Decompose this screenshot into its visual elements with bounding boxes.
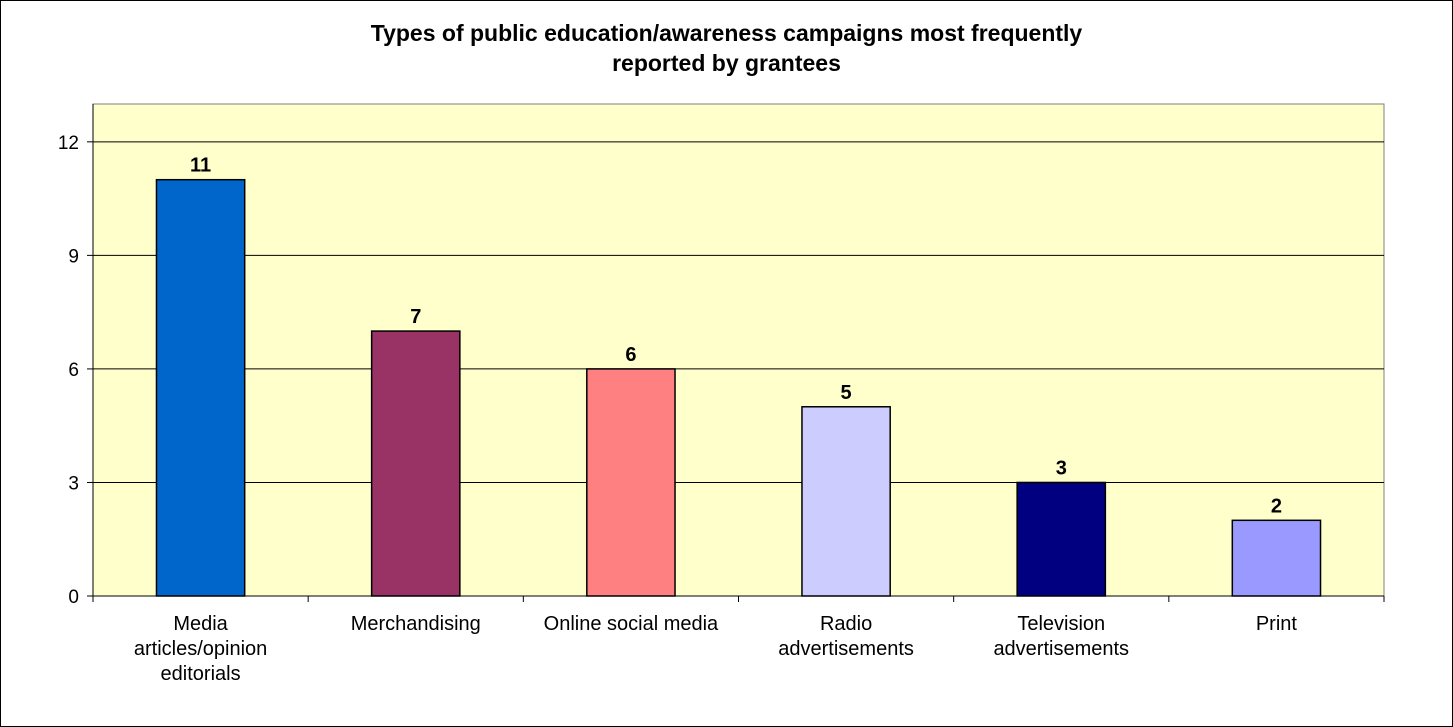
x-tick-label: Print [1256,613,1298,635]
plot-area [92,103,1385,597]
y-tick-label: 12 [58,133,79,154]
x-tick-label: advertisements [778,638,914,660]
y-tick-label: 0 [68,587,79,608]
x-tick-label: Online social media [544,613,719,635]
bar [586,368,676,597]
x-tick-label: articles/opinion [134,638,267,660]
y-tick-label: 9 [68,246,79,267]
bar [801,406,891,597]
x-tick-label: Television [1017,613,1105,635]
data-label: 2 [1271,495,1282,517]
data-label: 5 [841,382,852,404]
bar [1016,481,1107,597]
bar [1231,519,1322,597]
y-tick-label: 6 [68,360,79,381]
chart-title: Types of public education/awareness camp… [0,18,1453,78]
chart-title-line-2: reported by grantees [612,50,841,76]
x-tick-label: Media [173,613,228,635]
bar [155,178,246,597]
bar [370,330,461,597]
x-tick-label: editorials [161,663,241,685]
x-tick-label: Radio [820,613,872,635]
x-tick-label: Merchandising [351,613,481,635]
data-label: 11 [190,155,211,177]
x-tick-label: advertisements [993,638,1129,660]
data-label: 6 [625,344,636,366]
data-label: 7 [410,306,421,328]
y-tick-label: 3 [68,473,79,494]
data-label: 3 [1056,457,1067,479]
chart-title-line-1: Types of public education/awareness camp… [370,20,1083,46]
